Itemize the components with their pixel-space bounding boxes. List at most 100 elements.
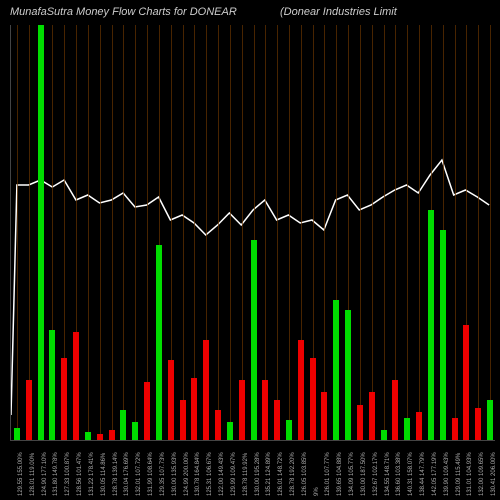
grid-line [88, 25, 89, 440]
volume-bar [392, 380, 398, 440]
volume-bar [132, 422, 138, 440]
x-label: 129.99 109.47% [231, 452, 237, 496]
volume-bar [215, 410, 221, 440]
chart-container: MunafaSutra Money Flow Charts for DONEAR… [0, 0, 500, 500]
x-label: 140.31 158.07% [408, 452, 414, 496]
grid-line [490, 25, 491, 440]
volume-bar [404, 418, 410, 440]
volume-bar [333, 300, 339, 440]
volume-bar [475, 408, 481, 440]
grid-line [407, 25, 408, 440]
volume-bar [357, 405, 363, 440]
x-label: 129.35 107.73% [160, 452, 166, 496]
x-label: 128.56 101.47% [77, 452, 83, 496]
x-label: 127.33 100.87% [65, 452, 71, 496]
grid-line [265, 25, 266, 440]
grid-line [218, 25, 219, 440]
grid-line [112, 25, 113, 440]
volume-bar [180, 400, 186, 440]
volume-bar [345, 310, 351, 440]
x-label: 126.05 103.85% [302, 452, 308, 496]
volume-bar [239, 380, 245, 440]
volume-bar [61, 358, 67, 440]
volume-bar [262, 380, 268, 440]
x-label: 135.21 124.89% [266, 452, 272, 496]
volume-bar [14, 428, 20, 440]
grid-line [123, 25, 124, 440]
volume-bar [156, 245, 162, 440]
volume-bar [274, 400, 280, 440]
grid-line [324, 25, 325, 440]
x-label: 139.65 104.88% [337, 452, 343, 496]
x-label: 134.09 105.77% [349, 452, 355, 496]
grid-line [135, 25, 136, 440]
x-label: 132.67 102.17% [373, 452, 379, 496]
grid-line [230, 25, 231, 440]
x-label: 9% [314, 487, 320, 496]
grid-line [395, 25, 396, 440]
volume-bar [168, 360, 174, 440]
grid-line [478, 25, 479, 440]
x-label: 131.80 149.78% [53, 452, 59, 496]
volume-bar [440, 230, 446, 440]
x-label: 132.00 109.65% [479, 452, 485, 496]
volume-bar [26, 380, 32, 440]
x-label: 130.00 195.28% [255, 452, 261, 496]
chart-title-right: (Donear Industries Limit [280, 6, 397, 18]
grid-line [455, 25, 456, 440]
volume-bar [191, 378, 197, 440]
grid-line [242, 25, 243, 440]
x-label: 131.22 178.41% [89, 452, 95, 496]
x-label: 131.99 108.64% [148, 452, 154, 496]
grid-line [277, 25, 278, 440]
x-label: 131.01 104.93% [467, 452, 473, 496]
x-label: 139.90 109.43% [444, 452, 450, 496]
x-label: 134.55 148.71% [385, 452, 391, 496]
volume-bar [120, 410, 126, 440]
x-axis-labels: 129.55 155.00% 128.01 119.00% 124.90 177.1… [10, 442, 495, 500]
grid-line [17, 25, 18, 440]
x-label: 124.99 200.00% [184, 452, 190, 496]
volume-bar [38, 25, 44, 440]
x-label: 130.00 135.93% [172, 452, 178, 496]
grid-line [29, 25, 30, 440]
x-label: 129.55 155.00% [18, 452, 24, 496]
volume-bar [463, 325, 469, 440]
volume-bar [85, 432, 91, 440]
volume-bar [144, 382, 150, 440]
grid-line [183, 25, 184, 440]
volume-bar [310, 358, 316, 440]
x-label: 128.78 192.20% [290, 452, 296, 496]
x-label: 142.05 177.19% [432, 452, 438, 496]
x-label: 126.01 107.77% [325, 452, 331, 496]
volume-bar [227, 422, 233, 440]
volume-bar [381, 430, 387, 440]
x-label: 124.90 177.10% [42, 452, 48, 496]
volume-bar [298, 340, 304, 440]
volume-bar [73, 332, 79, 440]
grid-line [289, 25, 290, 440]
volume-bar [251, 240, 257, 440]
volume-bar [97, 434, 103, 440]
x-label: 132.01 107.72% [136, 452, 142, 496]
volume-bar [203, 340, 209, 440]
x-label: 125.31 106.67% [207, 452, 213, 496]
grid-line [384, 25, 385, 440]
x-label: 128.78 119.92% [243, 453, 249, 496]
grid-line [372, 25, 373, 440]
grid-line [419, 25, 420, 440]
volume-bar [49, 330, 55, 440]
grid-line [100, 25, 101, 440]
volume-bar [487, 400, 493, 440]
x-label: 129.09 115.49% [456, 453, 462, 496]
volume-bar [109, 430, 115, 440]
chart-area [10, 25, 495, 441]
x-label: 126.01 148.72% [278, 452, 284, 496]
volume-bar [428, 210, 434, 440]
x-label: 130.78 164.84% [195, 452, 201, 496]
x-label: 130.00 187.50% [361, 452, 367, 496]
grid-line [360, 25, 361, 440]
x-label: 128.01 119.00% [30, 453, 36, 496]
volume-bar [321, 392, 327, 440]
x-label: 136.60 103.38% [396, 452, 402, 496]
